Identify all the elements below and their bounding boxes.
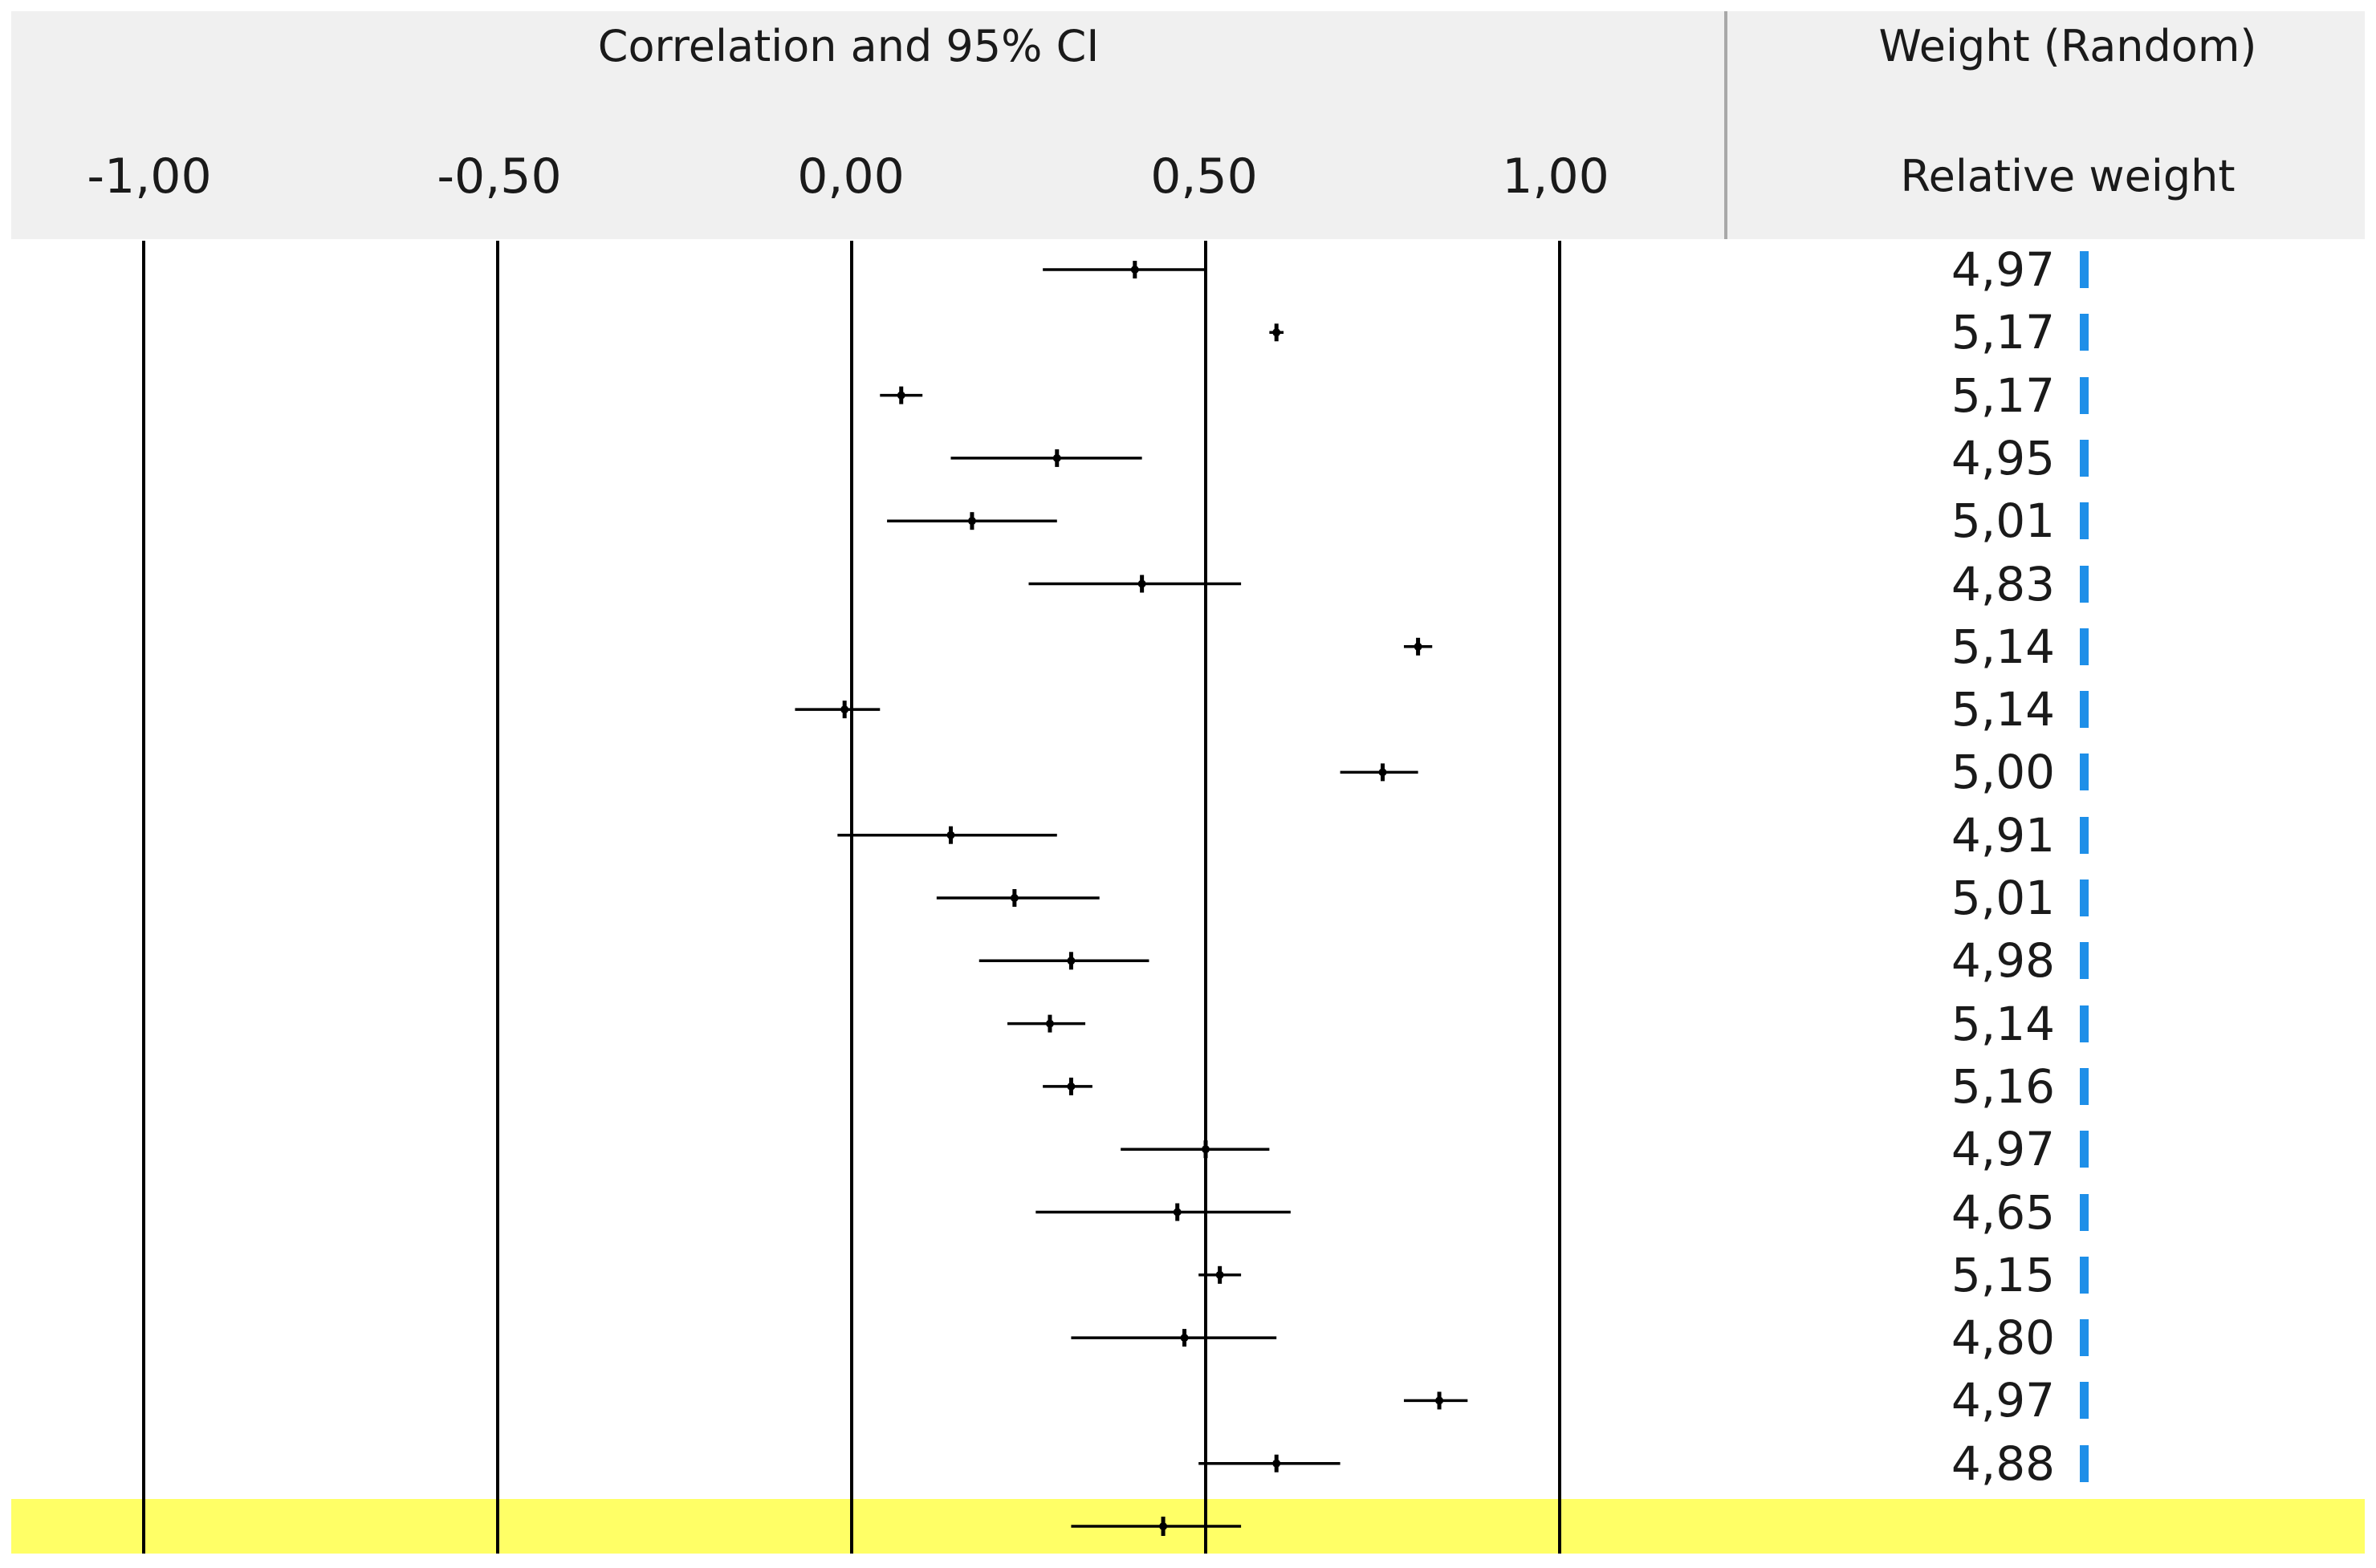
weight-value: 4,97 bbox=[1951, 1122, 2055, 1177]
tick-label: 0,00 bbox=[797, 148, 905, 205]
weight-bar bbox=[2080, 502, 2089, 540]
weight-bar bbox=[2080, 439, 2089, 477]
weight-value: 4,97 bbox=[1951, 242, 2055, 297]
study-point-dot bbox=[840, 705, 849, 714]
weight-value: 5,14 bbox=[1951, 619, 2055, 674]
weight-value: 5,17 bbox=[1951, 368, 2055, 423]
weight-bar bbox=[2080, 565, 2089, 603]
weight-value: 4,97 bbox=[1951, 1373, 2055, 1428]
study-point-dot bbox=[1067, 957, 1076, 965]
weight-value: 5,14 bbox=[1951, 996, 2055, 1051]
weight-bar bbox=[2080, 1319, 2089, 1357]
study-point-dot bbox=[1130, 266, 1139, 274]
weight-value: 4,83 bbox=[1951, 556, 2055, 611]
weight-value: 5,01 bbox=[1951, 871, 2055, 925]
weight-value: 4,91 bbox=[1951, 807, 2055, 863]
weight-bar bbox=[2080, 1193, 2089, 1231]
weight-value: 5,14 bbox=[1951, 682, 2055, 737]
study-point-dot bbox=[1010, 894, 1019, 902]
weight-bar bbox=[2080, 1444, 2089, 1482]
tick-label: 1,00 bbox=[1502, 148, 1609, 205]
study-point-dot bbox=[1272, 1459, 1281, 1468]
tick-label: 0,50 bbox=[1150, 148, 1258, 205]
weight-value: 4,88 bbox=[1951, 1436, 2055, 1491]
weight-bar bbox=[2080, 879, 2089, 916]
tick-label: -0,50 bbox=[437, 148, 562, 205]
study-point-dot bbox=[1378, 768, 1387, 777]
weight-value: 4,98 bbox=[1951, 933, 2055, 989]
study-point-dot bbox=[1202, 1145, 1210, 1154]
column-divider bbox=[1724, 11, 1727, 239]
weight-bar bbox=[2080, 1256, 2089, 1294]
weight-bar bbox=[2080, 754, 2089, 791]
study-point-dot bbox=[1045, 1019, 1054, 1028]
study-point-dot bbox=[1414, 642, 1422, 651]
weight-column-title: Weight (Random) bbox=[1878, 21, 2257, 71]
tick-label: -1,00 bbox=[87, 148, 212, 205]
summary-point-dot bbox=[1159, 1522, 1168, 1530]
weight-bar bbox=[2080, 251, 2089, 288]
weight-bar bbox=[2080, 1131, 2089, 1168]
study-point-dot bbox=[897, 391, 905, 400]
weight-bar bbox=[2080, 1005, 2089, 1042]
study-point-dot bbox=[1067, 1082, 1076, 1091]
weight-bar bbox=[2080, 816, 2089, 854]
study-point-dot bbox=[1173, 1208, 1182, 1217]
plot-header-background bbox=[11, 11, 1724, 239]
weight-bar bbox=[2080, 628, 2089, 665]
weight-value: 5,00 bbox=[1951, 745, 2055, 800]
weight-bar bbox=[2080, 942, 2089, 980]
weight-value: 5,16 bbox=[1951, 1058, 2055, 1114]
weight-value: 4,95 bbox=[1951, 430, 2055, 485]
study-point-dot bbox=[1180, 1334, 1189, 1343]
study-point-dot bbox=[1215, 1270, 1224, 1279]
weight-bar bbox=[2080, 376, 2089, 414]
chart-title: Correlation and 95% CI bbox=[597, 21, 1100, 71]
weight-value: 5,17 bbox=[1951, 305, 2055, 360]
study-point-dot bbox=[1435, 1396, 1444, 1405]
weight-bar bbox=[2080, 1067, 2089, 1105]
study-point-dot bbox=[946, 831, 955, 839]
study-point-dot bbox=[967, 517, 976, 526]
weight-column-subtitle: Relative weight bbox=[1900, 151, 2236, 201]
weight-value: 4,65 bbox=[1951, 1184, 2055, 1240]
study-point-dot bbox=[1052, 453, 1061, 462]
weight-value: 5,15 bbox=[1951, 1247, 2055, 1302]
weight-value: 4,80 bbox=[1951, 1310, 2055, 1366]
study-point-dot bbox=[1137, 579, 1146, 588]
weight-bar bbox=[2080, 691, 2089, 729]
weight-bar bbox=[2080, 314, 2089, 351]
weight-header-background bbox=[1727, 11, 2365, 239]
weight-value: 5,01 bbox=[1951, 494, 2055, 549]
study-point-dot bbox=[1272, 328, 1281, 337]
weight-bar bbox=[2080, 1382, 2089, 1420]
